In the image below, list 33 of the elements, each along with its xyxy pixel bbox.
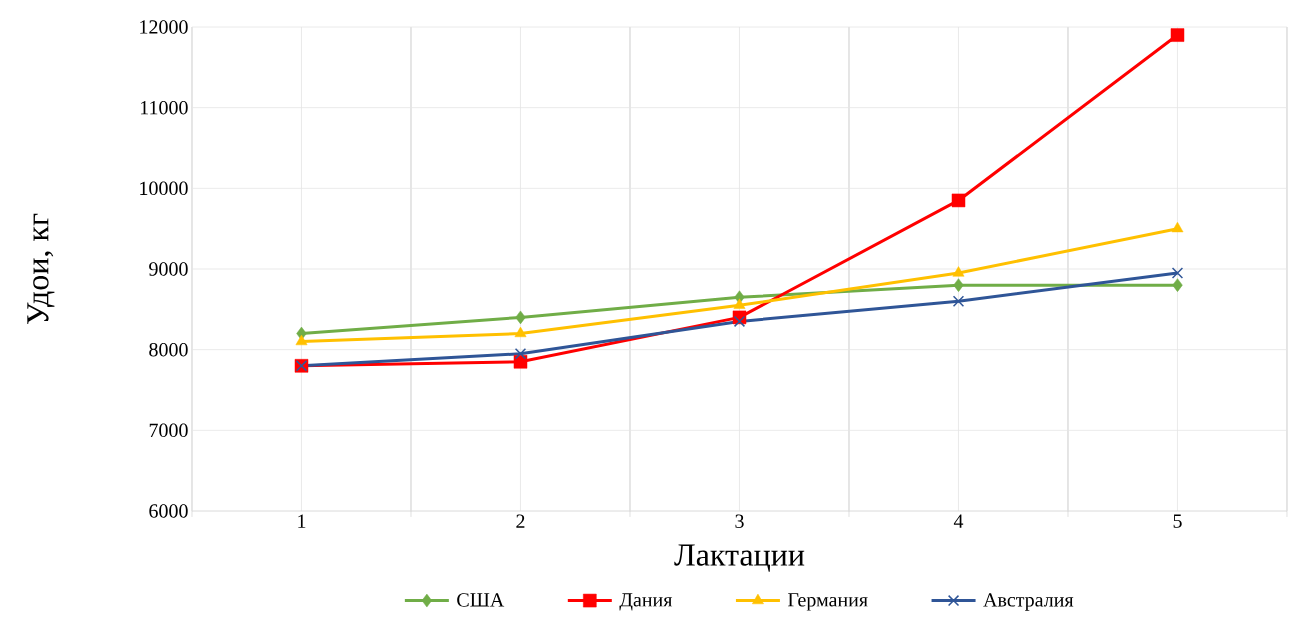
legend-label: Германия xyxy=(788,593,868,611)
legend-label: США xyxy=(457,593,505,607)
point xyxy=(1171,267,1184,279)
x-axis-title: Лактации xyxy=(674,544,805,572)
legend-label: Австралия xyxy=(983,593,1074,611)
x-tick-label: 1 xyxy=(298,514,306,528)
point xyxy=(515,310,526,325)
point xyxy=(514,326,527,338)
point xyxy=(951,193,966,208)
y-tick-label: 10000 xyxy=(140,181,188,196)
point xyxy=(952,295,965,307)
y-tick-label: 11000 xyxy=(140,100,188,115)
y-tick-label: 7000 xyxy=(149,423,188,438)
y-tick-label: 8000 xyxy=(149,342,188,357)
point xyxy=(513,355,528,369)
point xyxy=(1171,221,1184,233)
point xyxy=(733,298,746,309)
point xyxy=(953,278,964,292)
x-tick-label: 3 xyxy=(735,514,744,528)
y-tick-label: 6000 xyxy=(149,504,188,518)
point xyxy=(295,334,308,346)
point xyxy=(733,315,746,328)
legend-label: Дания xyxy=(619,593,673,611)
y-tick-label: 9000 xyxy=(149,262,188,276)
y-axis-title: Удои, кг xyxy=(27,213,55,325)
x-tick-label: 5 xyxy=(1173,514,1182,528)
x-tick-label: 4 xyxy=(953,514,964,528)
x-tick-label: 2 xyxy=(516,514,525,528)
point xyxy=(514,348,527,360)
point xyxy=(1172,278,1183,292)
point xyxy=(952,266,965,277)
y-tick-label: 12000 xyxy=(140,20,188,34)
point xyxy=(1170,28,1185,42)
